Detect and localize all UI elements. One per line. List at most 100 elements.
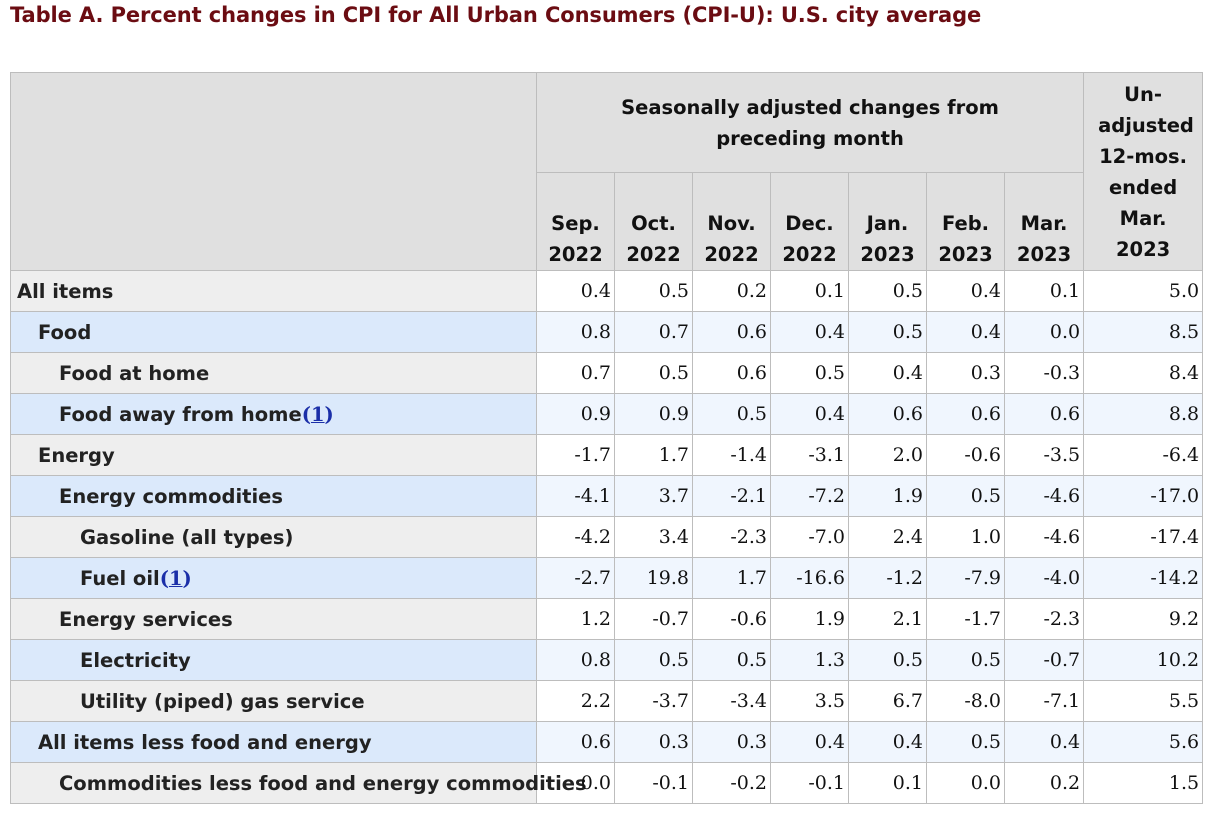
monthly-value-cell: 0.0	[926, 762, 1005, 804]
monthly-value-cell: -8.0	[926, 680, 1005, 722]
row-label: All items less food and energy	[38, 730, 372, 754]
monthly-value-cell: 0.5	[614, 270, 693, 312]
monthly-value-cell: -7.2	[770, 475, 849, 517]
month-year: 2023	[1016, 243, 1072, 266]
row-label-cell: Food away from home(1)	[10, 393, 537, 435]
month-header-0: Sep. 2022	[536, 172, 615, 271]
monthly-value-cell: 0.3	[614, 721, 693, 763]
monthly-value-cell: 0.4	[926, 311, 1005, 353]
row-label-cell: Food at home	[10, 352, 537, 394]
cpi-table: Seasonally adjusted changes from precedi…	[10, 72, 1204, 804]
row-label-cell: All items	[10, 270, 537, 312]
monthly-value-cell: -4.1	[536, 475, 615, 517]
row-label-cell: Energy commodities	[10, 475, 537, 517]
monthly-value-cell: -0.7	[614, 598, 693, 640]
footnote-paren: )	[182, 566, 192, 590]
row-label: Food away from home	[59, 402, 302, 426]
row-label: Utility (piped) gas service	[80, 689, 365, 713]
monthly-value-cell: -2.1	[692, 475, 771, 517]
month-year: 2022	[626, 243, 681, 266]
monthly-value-cell: 1.0	[926, 516, 1005, 558]
monthly-value-cell: 0.5	[692, 639, 771, 681]
month-year: 2022	[548, 243, 603, 266]
footnote-link[interactable]: 1	[168, 566, 183, 590]
row-label: Fuel oil	[80, 566, 160, 590]
row-label-cell: Utility (piped) gas service	[10, 680, 537, 722]
monthly-value-cell: 2.0	[848, 434, 927, 476]
monthly-value-cell: 0.1	[848, 762, 927, 804]
monthly-value-cell: 0.0	[536, 762, 615, 804]
unadjusted-value-cell: 10.2	[1083, 639, 1204, 681]
monthly-value-cell: 0.7	[536, 352, 615, 394]
table-row: Food at home 0.7 0.5 0.6 0.5 0.4 0.3 -0.3 8.4	[10, 352, 1204, 394]
monthly-value-cell: 0.6	[848, 393, 927, 435]
monthly-value-cell: -16.6	[770, 557, 849, 599]
row-label-cell: Energy services	[10, 598, 537, 640]
month-label: Jan.	[866, 212, 909, 235]
monthly-value-cell: 0.4	[1003, 721, 1085, 763]
row-label-cell: Commodities less food and energy commodi…	[10, 762, 587, 804]
monthly-value-cell: 0.3	[692, 721, 771, 763]
row-label-cell: Food	[10, 311, 537, 353]
table-row: Gasoline (all types) -4.2 3.4 -2.3 -7.0 2.4 1.…	[10, 516, 1204, 558]
monthly-value-cell: 0.4	[848, 721, 927, 763]
row-label: Energy services	[59, 607, 233, 631]
month-header-6: Mar. 2023	[1003, 172, 1085, 271]
month-label: Feb.	[941, 212, 990, 235]
table-row: Energy -1.7 1.7 -1.4 -3.1 2.0 -0.6 -3.5 -6.4	[10, 434, 1204, 476]
table-row: Food 0.8 0.7 0.6 0.4 0.5 0.4 0.0 8.5	[10, 311, 1204, 353]
monthly-value-cell: 0.1	[770, 270, 849, 312]
footnote-link[interactable]: 1	[310, 402, 325, 426]
month-header-3: Dec. 2022	[770, 172, 849, 271]
unadjusted-value-cell: 8.8	[1083, 393, 1204, 435]
month-label: Nov.	[707, 212, 756, 235]
monthly-value-cell: 1.9	[848, 475, 927, 517]
monthly-value-cell: 0.5	[614, 639, 693, 681]
monthly-value-cell: 6.7	[848, 680, 927, 722]
monthly-value-cell: 1.2	[536, 598, 615, 640]
monthly-value-cell: 0.5	[848, 311, 927, 353]
unadjusted-value-cell: -17.0	[1083, 475, 1204, 517]
row-label-cell: Gasoline (all types)	[10, 516, 537, 558]
monthly-value-cell: 0.6	[1003, 393, 1085, 435]
monthly-value-cell: -0.6	[692, 598, 771, 640]
table-row: Energy services 1.2 -0.7 -0.6 1.9 2.1 -1.7 -2.3…	[10, 598, 1204, 640]
table-row: Energy commodities -4.1 3.7 -2.1 -7.2 1.9 0.5-…	[10, 475, 1204, 517]
month-header-1: Oct. 2022	[614, 172, 693, 271]
monthly-value-cell: 0.6	[692, 352, 771, 394]
monthly-value-cell: 0.5	[926, 721, 1005, 763]
monthly-value-cell: 0.5	[614, 352, 693, 394]
unadjusted-value-cell: -14.2	[1083, 557, 1204, 599]
monthly-value-cell: 3.4	[614, 516, 693, 558]
row-label: Food	[38, 320, 92, 344]
monthly-value-cell: -0.7	[1003, 639, 1085, 681]
unadjusted-value-cell: 8.5	[1083, 311, 1204, 353]
monthly-value-cell: 0.5	[926, 475, 1005, 517]
monthly-value-cell: -1.7	[926, 598, 1005, 640]
monthly-value-cell: 0.5	[692, 393, 771, 435]
monthly-value-cell: 1.7	[692, 557, 771, 599]
monthly-value-cell: -0.2	[692, 762, 771, 804]
month-header-2: Nov. 2022	[692, 172, 771, 271]
monthly-value-cell: -1.4	[692, 434, 771, 476]
unadjusted-value-cell: 5.5	[1083, 680, 1204, 722]
seasonally-adjusted-header-text: Seasonally adjusted changes from precedi…	[621, 95, 999, 150]
monthly-value-cell: -3.1	[770, 434, 849, 476]
monthly-value-cell: -3.5	[1003, 434, 1085, 476]
table-row: All items less food and energy 0.6 0.3 0.3 0…	[10, 721, 1204, 763]
seasonally-adjusted-header: Seasonally adjusted changes from precedi…	[535, 72, 1085, 173]
monthly-value-cell: 2.1	[848, 598, 927, 640]
monthly-value-cell: -7.1	[1003, 680, 1085, 722]
month-label: Dec.	[785, 212, 834, 235]
monthly-value-cell: 0.9	[614, 393, 693, 435]
month-label: Oct.	[631, 212, 676, 235]
monthly-value-cell: 0.4	[770, 311, 849, 353]
footnote-paren: (	[301, 402, 311, 426]
monthly-value-cell: 0.8	[536, 639, 615, 681]
monthly-value-cell: 0.5	[848, 270, 927, 312]
unadjusted-value-cell: 5.6	[1083, 721, 1204, 763]
row-label: Energy commodities	[59, 484, 283, 508]
monthly-value-cell: -3.7	[614, 680, 693, 722]
monthly-value-cell: 0.4	[926, 270, 1005, 312]
monthly-value-cell: 0.3	[926, 352, 1005, 394]
